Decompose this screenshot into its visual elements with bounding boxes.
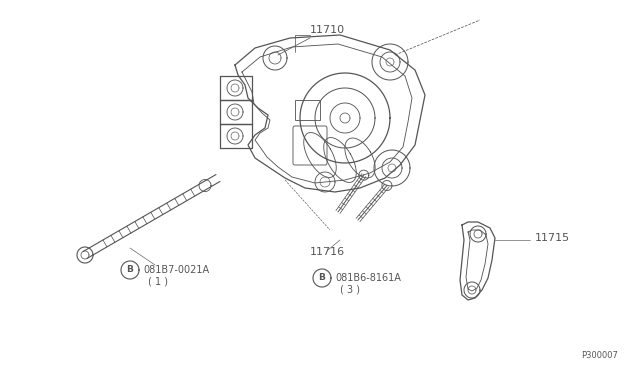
Text: 081B7-0021A: 081B7-0021A [143,265,209,275]
Text: 11715: 11715 [535,233,570,243]
Text: ( 3 ): ( 3 ) [340,285,360,295]
Text: 081B6-8161A: 081B6-8161A [335,273,401,283]
Text: B: B [319,273,325,282]
Bar [295,100,320,120]
Text: 11710: 11710 [310,25,345,35]
Text: P300007: P300007 [581,351,618,360]
Text: 11716: 11716 [310,247,345,257]
Text: B: B [127,266,133,275]
Text: ( 1 ): ( 1 ) [148,277,168,287]
